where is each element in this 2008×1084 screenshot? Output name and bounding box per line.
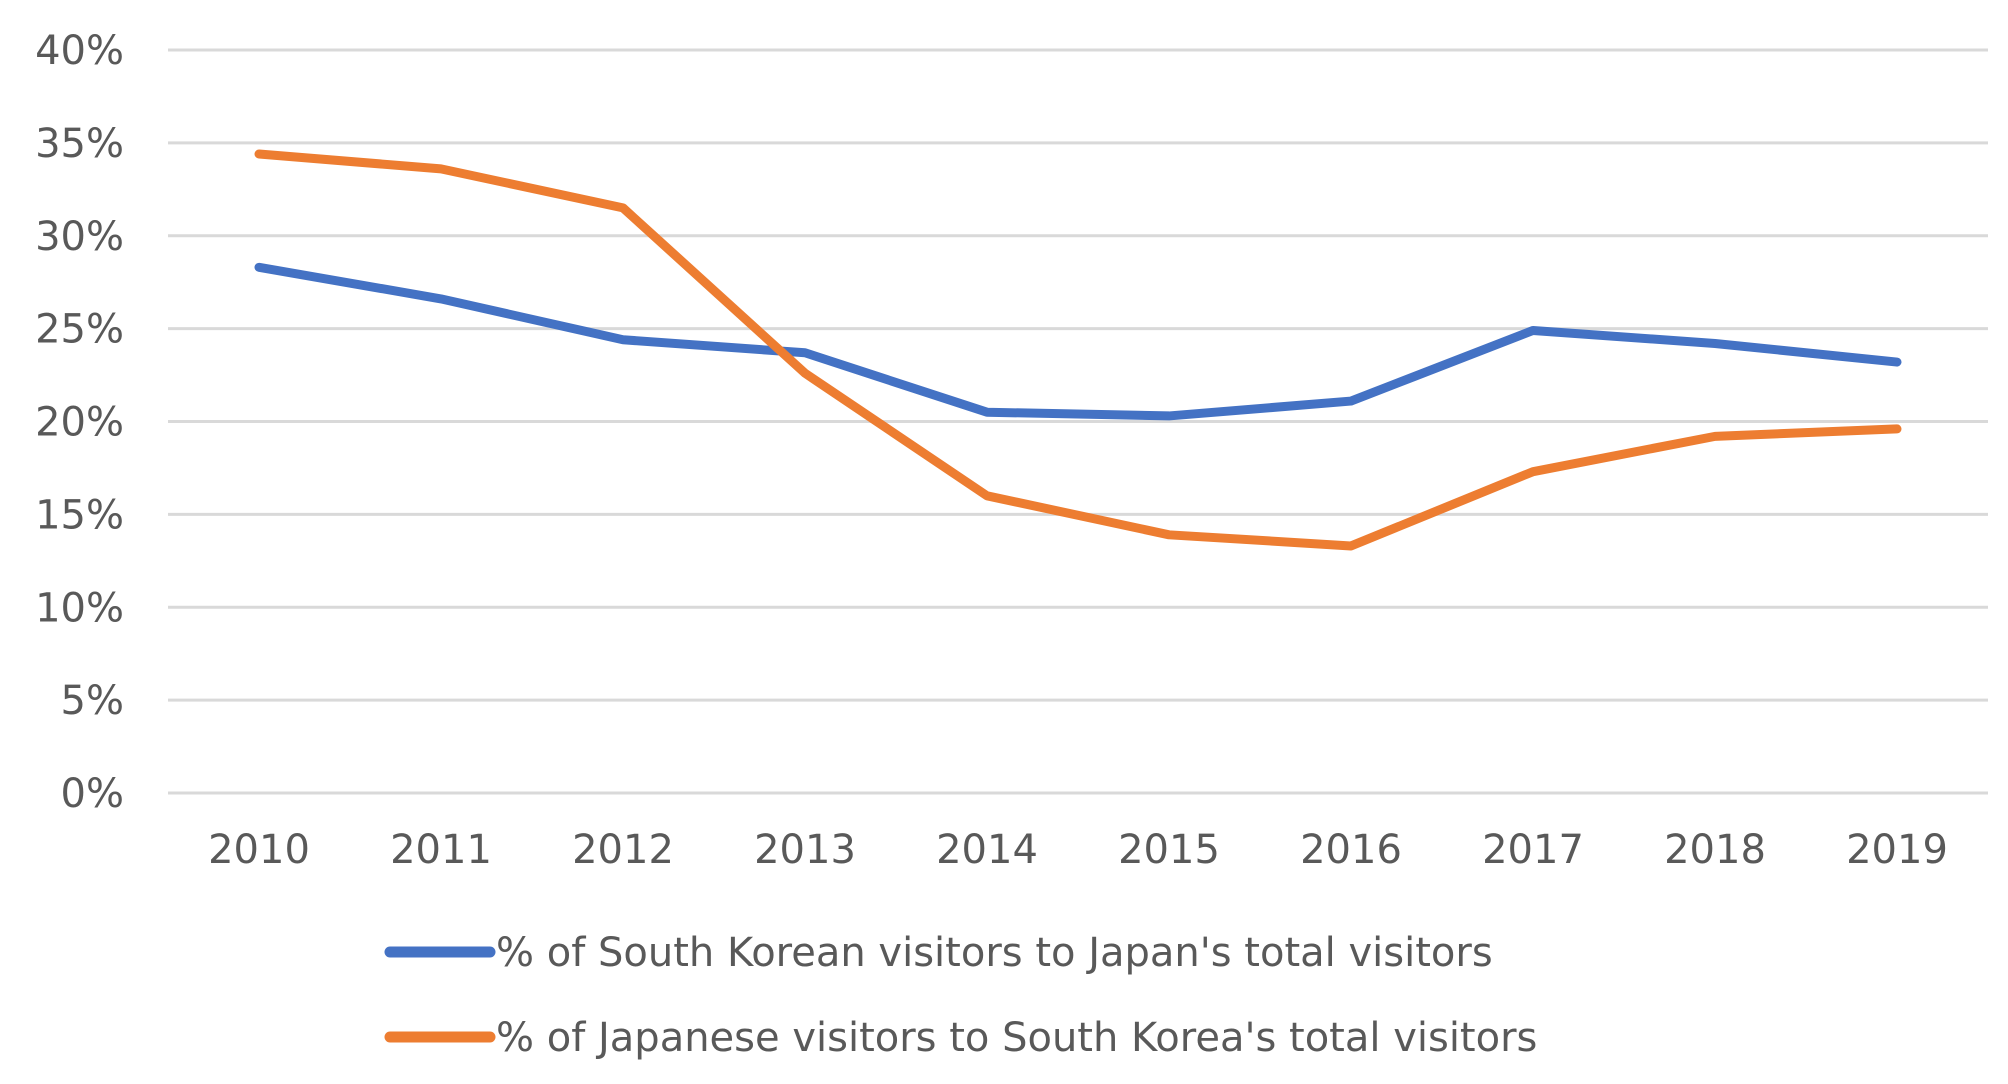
y-tick-label: 10% bbox=[35, 585, 124, 631]
x-tick-label: 2017 bbox=[1482, 827, 1584, 873]
gridlines bbox=[168, 48, 1988, 795]
series-line-2 bbox=[254, 149, 1902, 551]
x-tick-label: 2018 bbox=[1664, 827, 1766, 873]
y-tick-label: 5% bbox=[61, 678, 124, 724]
y-tick-label: 40% bbox=[35, 28, 124, 74]
x-tick-label: 2019 bbox=[1846, 827, 1948, 873]
y-axis-tick-labels: 0% 5% 10% 15% 20% 25% 30% 35% 40% bbox=[35, 28, 124, 817]
x-tick-label: 2016 bbox=[1300, 827, 1402, 873]
y-tick-label: 25% bbox=[35, 307, 124, 353]
x-tick-label: 2013 bbox=[754, 827, 856, 873]
y-tick-label: 30% bbox=[35, 214, 124, 260]
series-line-1 bbox=[254, 262, 1902, 421]
y-tick-label: 15% bbox=[35, 492, 124, 538]
x-tick-label: 2014 bbox=[936, 827, 1038, 873]
legend-label-1: % of South Korean visitors to Japan's to… bbox=[496, 930, 1493, 976]
y-tick-label: 20% bbox=[35, 400, 124, 446]
series-lines bbox=[254, 149, 1902, 551]
x-axis-tick-labels: 2010 2011 2012 2013 2014 2015 2016 2017 2018 2019 bbox=[208, 827, 1948, 873]
x-tick-label: 2011 bbox=[390, 827, 492, 873]
legend: % of South Korean visitors to Japan's to… bbox=[384, 930, 1537, 1061]
x-tick-label: 2012 bbox=[572, 827, 674, 873]
x-tick-label: 2010 bbox=[208, 827, 310, 873]
legend-label-2: % of Japanese visitors to South Korea's … bbox=[496, 1015, 1537, 1061]
x-tick-label: 2015 bbox=[1118, 827, 1220, 873]
y-tick-label: 35% bbox=[35, 121, 124, 167]
y-tick-label: 0% bbox=[61, 771, 124, 817]
